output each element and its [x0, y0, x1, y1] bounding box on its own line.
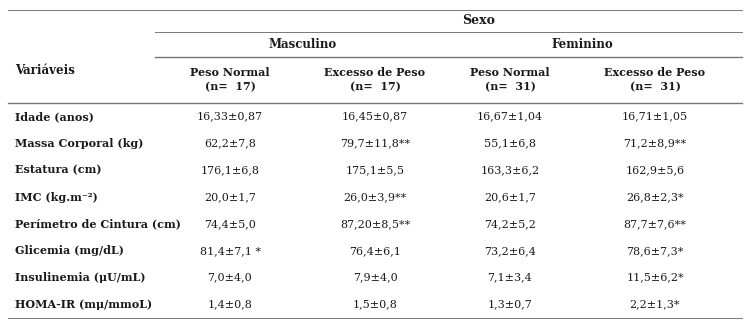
Text: 2,2±1,3*: 2,2±1,3* [630, 299, 680, 310]
Text: 16,33±0,87: 16,33±0,87 [197, 112, 263, 121]
Text: 16,67±1,04: 16,67±1,04 [477, 112, 543, 121]
Text: Glicemia (mg/dL): Glicemia (mg/dL) [15, 245, 124, 256]
Text: 16,71±1,05: 16,71±1,05 [622, 112, 688, 121]
Text: Peso Normal
(n=  31): Peso Normal (n= 31) [470, 68, 550, 92]
Text: 11,5±6,2*: 11,5±6,2* [626, 273, 684, 283]
Text: 16,45±0,87: 16,45±0,87 [342, 112, 408, 121]
Text: Excesso de Peso
(n=  17): Excesso de Peso (n= 17) [325, 68, 425, 92]
Text: 163,3±6,2: 163,3±6,2 [481, 165, 539, 175]
Text: Insulinemia (μU/mL): Insulinemia (μU/mL) [15, 272, 146, 283]
Text: Massa Corporal (kg): Massa Corporal (kg) [15, 138, 143, 149]
Text: 162,9±5,6: 162,9±5,6 [626, 165, 685, 175]
Text: Excesso de Peso
(n=  31): Excesso de Peso (n= 31) [604, 68, 706, 92]
Text: 87,20±8,5**: 87,20±8,5** [340, 219, 410, 229]
Text: Sexo: Sexo [462, 13, 495, 27]
Text: 1,3±0,7: 1,3±0,7 [488, 299, 532, 310]
Text: 76,4±6,1: 76,4±6,1 [349, 246, 401, 256]
Text: 7,0±4,0: 7,0±4,0 [208, 273, 252, 283]
Text: 20,6±1,7: 20,6±1,7 [484, 192, 536, 202]
Text: 81,4±7,1 *: 81,4±7,1 * [200, 246, 260, 256]
Text: Idade (anos): Idade (anos) [15, 111, 94, 122]
Text: 176,1±6,8: 176,1±6,8 [200, 165, 260, 175]
Text: 71,2±8,9**: 71,2±8,9** [623, 138, 686, 148]
Text: 26,8±2,3*: 26,8±2,3* [626, 192, 684, 202]
Text: 87,7±7,6**: 87,7±7,6** [623, 219, 686, 229]
Text: Estatura (cm): Estatura (cm) [15, 165, 101, 176]
Text: 1,4±0,8: 1,4±0,8 [208, 299, 253, 310]
Text: 62,2±7,8: 62,2±7,8 [204, 138, 256, 148]
Text: 73,2±6,4: 73,2±6,4 [484, 246, 536, 256]
Text: IMC (kg.m⁻²): IMC (kg.m⁻²) [15, 192, 98, 203]
Text: 79,7±11,8**: 79,7±11,8** [340, 138, 410, 148]
Text: Masculino: Masculino [268, 37, 337, 51]
Text: 74,4±5,0: 74,4±5,0 [204, 219, 256, 229]
Text: Variáveis: Variáveis [15, 64, 75, 77]
Text: HOMA-IR (mμ/mmoL): HOMA-IR (mμ/mmoL) [15, 299, 152, 310]
Text: Perímetro de Cintura (cm): Perímetro de Cintura (cm) [15, 218, 181, 230]
Text: Feminino: Feminino [551, 37, 614, 51]
Text: 20,0±1,7: 20,0±1,7 [204, 192, 256, 202]
Text: 7,1±3,4: 7,1±3,4 [488, 273, 532, 283]
Text: 7,9±4,0: 7,9±4,0 [352, 273, 398, 283]
Text: 55,1±6,8: 55,1±6,8 [484, 138, 536, 148]
Text: 26,0±3,9**: 26,0±3,9** [344, 192, 406, 202]
Text: Peso Normal
(n=  17): Peso Normal (n= 17) [190, 68, 270, 92]
Text: 74,2±5,2: 74,2±5,2 [484, 219, 536, 229]
Text: 175,1±5,5: 175,1±5,5 [346, 165, 404, 175]
Text: 78,6±7,3*: 78,6±7,3* [626, 246, 684, 256]
Text: 1,5±0,8: 1,5±0,8 [352, 299, 398, 310]
